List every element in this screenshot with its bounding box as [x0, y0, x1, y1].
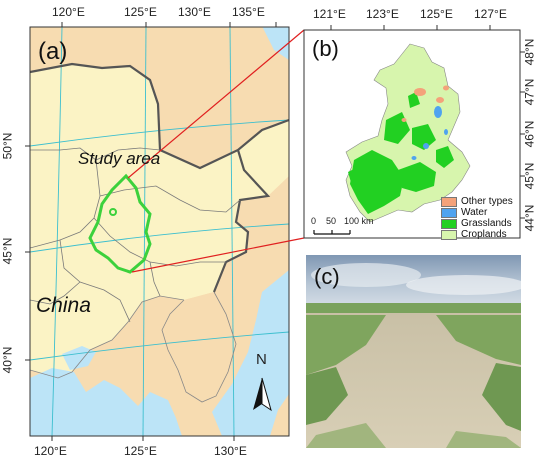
field-photo-illustration: [306, 255, 521, 448]
korea-land: [162, 292, 236, 402]
north-label: N: [256, 351, 267, 368]
study-area-label: Study area: [78, 149, 161, 168]
legend-label: Croplands: [461, 229, 507, 240]
scale-label-0: 0: [311, 216, 317, 226]
tick-left-40: 40°N: [0, 346, 15, 374]
map-b-legend: Other types Water Grasslands Croplands: [441, 196, 513, 240]
tick-top-130: 130°E: [178, 5, 211, 19]
tick-b-right-47: 47°N: [522, 78, 537, 106]
field-photo: [306, 255, 521, 448]
coastline: [30, 291, 237, 403]
international-border: [30, 62, 289, 293]
study-area-outline: [88, 173, 152, 274]
tick-top-135: 135°E: [232, 5, 265, 19]
tick-bottom-125: 125°E: [124, 444, 157, 458]
tick-bottom-120: 120°E: [34, 444, 67, 458]
legend-swatch-other: [441, 196, 457, 207]
china-land: [30, 64, 289, 378]
legend-item: Water: [441, 207, 513, 218]
tick-top-120: 120°E: [52, 5, 85, 19]
map-a-ticks: [25, 22, 277, 441]
legend-item: Croplands: [441, 229, 513, 240]
country-label: China: [36, 294, 91, 317]
sea-yellow-sea: [30, 368, 182, 436]
legend-swatch-croplands: [441, 229, 457, 240]
connector-top: [127, 29, 305, 179]
legend-label: Water: [461, 207, 488, 218]
tick-b-right-45: 45°N: [522, 162, 537, 190]
legend-item: Other types: [441, 196, 513, 207]
legend-swatch-grasslands: [441, 218, 457, 229]
tick-b-top-127: 127°E: [474, 7, 507, 21]
panel-a-label: (a): [38, 38, 68, 65]
tick-bottom-130: 130°E: [214, 444, 247, 458]
sea-japan: [212, 270, 289, 436]
connector-bottom: [131, 237, 305, 273]
legend-label: Grasslands: [461, 218, 512, 229]
tick-b-right-46: 46°N: [522, 120, 537, 148]
legend-label: Other types: [461, 196, 513, 207]
tick-b-right-44: 44°N: [522, 204, 537, 232]
sea-okhotsk: [262, 27, 289, 60]
legend-item: Grasslands: [441, 218, 513, 229]
tick-top-125: 125°E: [124, 5, 157, 19]
north-arrow-icon: [253, 377, 272, 412]
japan-land: [270, 394, 289, 436]
panel-c-label: (c): [314, 264, 340, 289]
tick-b-top-125: 125°E: [420, 7, 453, 21]
tick-left-50: 50°N: [0, 132, 15, 160]
tick-left-45: 45°N: [0, 237, 15, 265]
tick-b-top-121: 121°E: [313, 7, 346, 21]
graticule: [30, 27, 289, 436]
tick-b-top-123: 123°E: [366, 7, 399, 21]
legend-swatch-water: [441, 207, 457, 218]
scale-label-50: 50: [326, 216, 337, 226]
panel-b-label: (b): [312, 36, 339, 61]
tick-b-right-48: 48°N: [522, 38, 537, 66]
scale-label-100: 100 km: [344, 216, 374, 226]
